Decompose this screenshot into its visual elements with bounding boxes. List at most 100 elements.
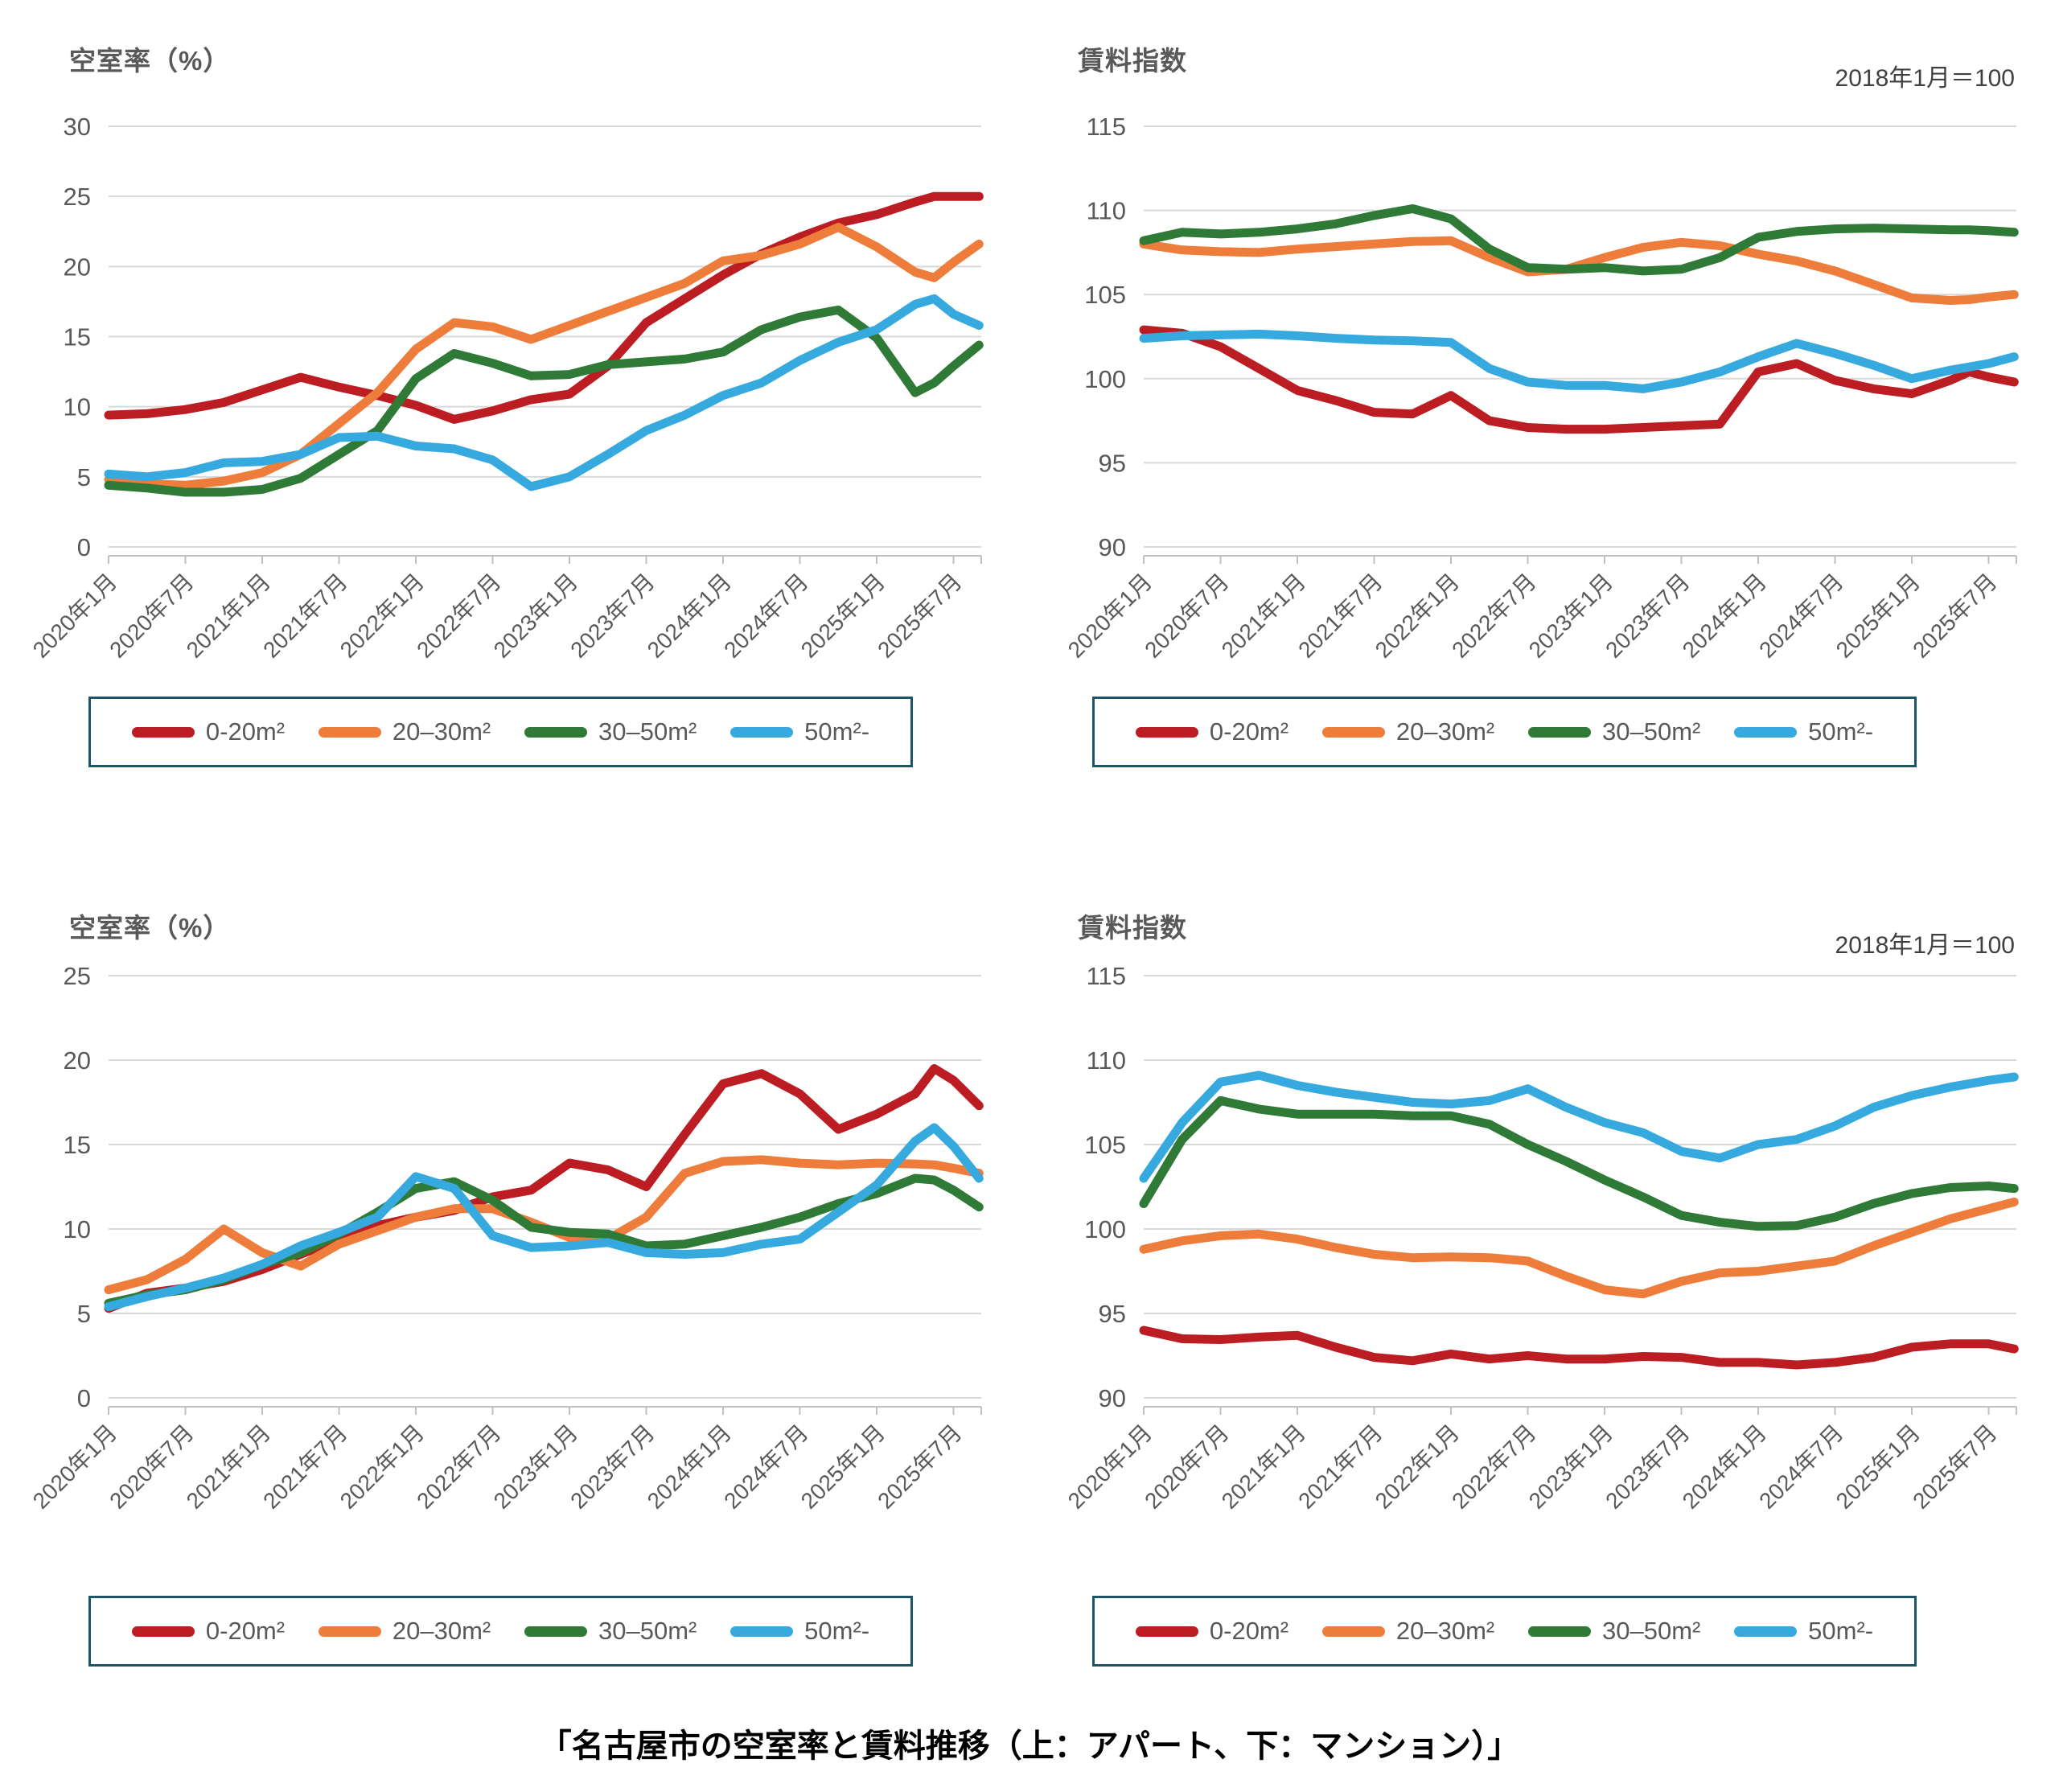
legend-swatch-orange <box>1321 726 1385 738</box>
legend-label: 50m²- <box>1808 717 1874 746</box>
legend-swatch-red <box>131 726 195 738</box>
legend-swatch-green <box>1528 1626 1592 1637</box>
chart-title: 空室率（%） <box>69 46 231 76</box>
x-tick-label: 2025年7月 <box>1908 569 2002 663</box>
y-tick-label: 30 <box>64 113 91 141</box>
mansion-rent-index-plot: 90951001051101152020年1月2020年7月2021年1月202… <box>1063 962 2019 1514</box>
series-line-red <box>1139 325 2019 434</box>
legend-item: 50m²- <box>1734 1617 1873 1646</box>
legend-item: 20–30m² <box>318 1617 491 1646</box>
legend-swatch-orange <box>318 726 381 738</box>
base-period-annotation: 2018年1月＝100 <box>1835 65 2015 92</box>
chart-apartment-vacancy: 空室率（%） 0 5 10 15 20 25 30 2020年1月 2020年7月 2021年1月… <box>0 0 1030 853</box>
legend-label: 0-20m² <box>205 1617 286 1645</box>
legend-item: 30–50m² <box>524 1617 697 1646</box>
legend-apartment-rent-index: 0-20m² 20–30m² 30–50m² 50m²- <box>1092 697 1917 767</box>
y-tick-label: 5 <box>77 1300 91 1328</box>
legend-swatch-red <box>131 1626 195 1637</box>
legend-item: 0-20m² <box>131 1617 286 1646</box>
legend-item: 50m²- <box>1734 717 1873 746</box>
legend-label: 50m²- <box>1808 1617 1874 1645</box>
legend-apartment-vacancy: 0-20m² 20–30m² 30–50m² 50m²- <box>88 697 913 767</box>
y-tick-label: 105 <box>1084 1131 1126 1159</box>
y-tick-label: 15 <box>64 1131 91 1159</box>
legend-swatch-green <box>1528 726 1592 738</box>
legend-label: 20–30m² <box>392 1617 491 1645</box>
series-line-red <box>104 1064 984 1313</box>
apartment-vacancy-plot: 0510152025302020年1月2020年7月2021年1月2021年7月… <box>28 113 984 663</box>
legend-item: 20–30m² <box>1321 717 1495 746</box>
legend-label: 0-20m² <box>1209 717 1289 746</box>
y-tick-label: 10 <box>64 393 91 421</box>
legend-item: 20–30m² <box>318 717 491 746</box>
x-tick-label: 2025年7月 <box>873 569 967 663</box>
series-line-orange <box>104 223 984 490</box>
legend-label: 30–50m² <box>598 717 697 746</box>
legend-swatch-red <box>1135 1626 1198 1637</box>
legend-label: 0-20m² <box>205 717 286 746</box>
y-tick-label: 20 <box>64 1046 91 1075</box>
legend-mansion-rent-index: 0-20m² 20–30m² 30–50m² 50m²- <box>1092 1596 1917 1667</box>
legend-swatch-green <box>524 1626 588 1637</box>
legend-item: 0-20m² <box>1135 1617 1289 1646</box>
y-tick-label: 115 <box>1087 962 1126 990</box>
legend-label: 0-20m² <box>1209 1617 1289 1645</box>
legend-label: 50m²- <box>804 1617 870 1645</box>
y-tick-label: 90 <box>1099 533 1126 561</box>
legend-label: 20–30m² <box>392 717 491 746</box>
series-line-blue <box>1139 329 2019 393</box>
chart-title: 賃料指数 <box>1078 913 1187 943</box>
legend-swatch-blue <box>1734 1626 1798 1637</box>
y-tick-label: 110 <box>1087 197 1126 225</box>
y-tick-label: 5 <box>77 463 91 491</box>
series-line-green <box>1139 204 2019 276</box>
y-tick-label: 0 <box>77 533 91 561</box>
legend-label: 20–30m² <box>1395 717 1495 746</box>
y-tick-label: 10 <box>64 1215 91 1243</box>
x-tick-label: 2025年7月 <box>1908 1420 2002 1514</box>
y-tick-label: 95 <box>1099 449 1126 477</box>
y-tick-label: 105 <box>1084 281 1126 309</box>
legend-swatch-blue <box>730 726 794 738</box>
legend-swatch-orange <box>1321 1626 1385 1637</box>
legend-item: 0-20m² <box>1135 717 1289 746</box>
legend-item: 20–30m² <box>1321 1617 1495 1646</box>
chart-mansion-vacancy: 空室率（%） 0 5 10 15 20 25 2020年1月 2020年7月 2021年1月 20… <box>0 853 1030 1705</box>
x-tick-label: 2025年7月 <box>873 1420 967 1514</box>
legend-label: 30–50m² <box>1602 1617 1701 1645</box>
legend-swatch-blue <box>730 1626 794 1637</box>
y-tick-label: 20 <box>64 253 91 281</box>
chart-mansion-rent-index: 賃料指数 2018年1月＝100 90 95 100 105 110 115 2020年1月… <box>1030 853 2059 1705</box>
series-line-orange <box>1139 1197 2019 1299</box>
chart-apartment-rent-index: 賃料指数 2018年1月＝100 90 95 100 105 110 115 2020年1月… <box>1030 0 2059 853</box>
mansion-vacancy-plot: 05101520252020年1月2020年7月2021年1月2021年7月20… <box>28 962 984 1514</box>
series-line-green <box>104 305 984 497</box>
legend-label: 20–30m² <box>1395 1617 1495 1645</box>
base-period-annotation: 2018年1月＝100 <box>1835 932 2015 959</box>
legend-mansion-vacancy: 0-20m² 20–30m² 30–50m² 50m²- <box>88 1596 913 1667</box>
series-line-blue <box>104 1123 984 1312</box>
legend-item: 50m²- <box>730 1617 869 1646</box>
chart-title: 空室率（%） <box>69 913 231 943</box>
legend-label: 30–50m² <box>1602 717 1701 746</box>
legend-item: 50m²- <box>730 717 869 746</box>
y-tick-label: 90 <box>1099 1384 1126 1412</box>
legend-item: 30–50m² <box>1528 1617 1700 1646</box>
y-tick-label: 100 <box>1084 365 1126 393</box>
series-line-red <box>104 191 984 424</box>
y-tick-label: 100 <box>1084 1215 1126 1243</box>
legend-swatch-green <box>524 726 588 738</box>
legend-item: 30–50m² <box>524 717 697 746</box>
legend-swatch-orange <box>318 1626 381 1637</box>
y-tick-label: 15 <box>64 323 91 351</box>
legend-label: 30–50m² <box>598 1617 697 1645</box>
series-line-green <box>1139 1095 2019 1231</box>
y-tick-label: 115 <box>1087 113 1126 141</box>
series-line-orange <box>104 1155 984 1295</box>
series-line-red <box>1139 1326 2019 1370</box>
series-line-blue <box>1139 1071 2019 1183</box>
legend-item: 0-20m² <box>131 717 286 746</box>
series-line-blue <box>104 294 984 491</box>
legend-item: 30–50m² <box>1528 717 1700 746</box>
apartment-rent-index-plot: 90951001051101152020年1月2020年7月2021年1月202… <box>1063 113 2019 663</box>
